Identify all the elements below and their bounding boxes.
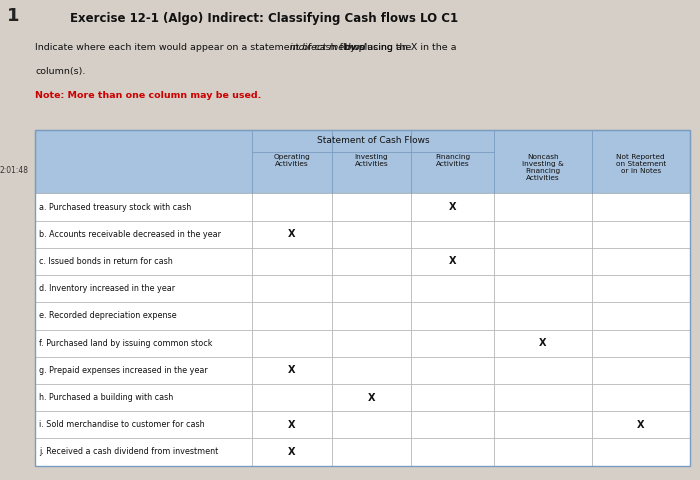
Bar bbox=[252, 275, 332, 302]
Bar bbox=[332, 221, 411, 248]
Bar bbox=[35, 221, 252, 248]
Text: column(s).: column(s). bbox=[35, 67, 85, 76]
Text: c. Issued bonds in return for cash: c. Issued bonds in return for cash bbox=[39, 257, 173, 266]
Bar bbox=[592, 275, 690, 302]
Bar bbox=[252, 411, 332, 438]
Bar bbox=[494, 248, 592, 275]
Bar bbox=[494, 302, 592, 329]
Bar bbox=[35, 248, 252, 275]
Bar bbox=[332, 302, 411, 329]
Bar bbox=[494, 221, 592, 248]
Text: Operating
Activities: Operating Activities bbox=[274, 154, 310, 167]
Text: indirect method: indirect method bbox=[290, 43, 366, 52]
Bar bbox=[494, 411, 592, 438]
Bar bbox=[252, 302, 332, 329]
Bar bbox=[411, 384, 494, 411]
Text: 1: 1 bbox=[7, 7, 20, 25]
Text: Financing
Activities: Financing Activities bbox=[435, 154, 470, 167]
Bar bbox=[35, 411, 252, 438]
Text: by placing an X in the a: by placing an X in the a bbox=[341, 43, 456, 52]
Bar bbox=[252, 248, 332, 275]
Bar bbox=[252, 357, 332, 384]
Bar bbox=[332, 248, 411, 275]
Bar bbox=[332, 384, 411, 411]
Bar bbox=[411, 357, 494, 384]
Bar bbox=[592, 357, 690, 384]
Text: X: X bbox=[288, 447, 295, 457]
Text: X: X bbox=[288, 365, 295, 375]
Bar bbox=[411, 193, 494, 221]
Text: b. Accounts receivable decreased in the year: b. Accounts receivable decreased in the … bbox=[39, 230, 221, 239]
Bar bbox=[35, 275, 252, 302]
Text: X: X bbox=[637, 420, 645, 430]
Text: Indicate where each item would appear on a statement of cash flows using the: Indicate where each item would appear on… bbox=[35, 43, 414, 52]
Text: Investing
Activities: Investing Activities bbox=[354, 154, 388, 167]
Bar bbox=[252, 438, 332, 466]
Bar bbox=[332, 411, 411, 438]
Bar bbox=[494, 193, 592, 221]
Bar bbox=[494, 357, 592, 384]
Bar bbox=[332, 275, 411, 302]
Text: X: X bbox=[368, 393, 375, 403]
Text: g. Prepaid expenses increased in the year: g. Prepaid expenses increased in the yea… bbox=[39, 366, 208, 375]
Bar bbox=[35, 193, 252, 221]
Bar bbox=[411, 248, 494, 275]
Bar bbox=[494, 438, 592, 466]
Bar bbox=[332, 193, 411, 221]
Bar bbox=[494, 329, 592, 357]
Bar bbox=[592, 221, 690, 248]
Text: X: X bbox=[449, 256, 456, 266]
Bar bbox=[592, 411, 690, 438]
Bar bbox=[411, 329, 494, 357]
Bar bbox=[35, 357, 252, 384]
Bar bbox=[252, 221, 332, 248]
Bar bbox=[252, 329, 332, 357]
Bar bbox=[411, 438, 494, 466]
Text: i. Sold merchandise to customer for cash: i. Sold merchandise to customer for cash bbox=[39, 420, 205, 429]
Bar bbox=[592, 248, 690, 275]
Text: j. Received a cash dividend from investment: j. Received a cash dividend from investm… bbox=[39, 447, 218, 456]
Bar bbox=[252, 193, 332, 221]
Text: Exercise 12-1 (Algo) Indirect: Classifying Cash flows LO C1: Exercise 12-1 (Algo) Indirect: Classifyi… bbox=[70, 12, 458, 25]
Bar bbox=[35, 329, 252, 357]
Bar bbox=[252, 384, 332, 411]
Text: Noncash
Investing &
Financing
Activities: Noncash Investing & Financing Activities bbox=[522, 154, 564, 181]
Bar bbox=[494, 384, 592, 411]
Bar bbox=[332, 357, 411, 384]
Text: a. Purchased treasury stock with cash: a. Purchased treasury stock with cash bbox=[39, 203, 191, 212]
Bar bbox=[592, 193, 690, 221]
Text: e. Recorded depreciation expense: e. Recorded depreciation expense bbox=[39, 312, 177, 321]
Bar bbox=[35, 438, 252, 466]
Bar bbox=[411, 302, 494, 329]
Text: Not Reported
on Statement
or in Notes: Not Reported on Statement or in Notes bbox=[615, 154, 666, 174]
Text: X: X bbox=[449, 202, 456, 212]
Text: f. Purchased land by issuing common stock: f. Purchased land by issuing common stoc… bbox=[39, 338, 213, 348]
Bar bbox=[411, 275, 494, 302]
Text: X: X bbox=[288, 420, 295, 430]
Text: h. Purchased a building with cash: h. Purchased a building with cash bbox=[39, 393, 174, 402]
Bar bbox=[35, 130, 690, 466]
Bar bbox=[411, 221, 494, 248]
Bar bbox=[35, 130, 690, 193]
Bar bbox=[592, 302, 690, 329]
Bar bbox=[35, 384, 252, 411]
Bar bbox=[592, 384, 690, 411]
Text: 2:01:48: 2:01:48 bbox=[0, 166, 29, 175]
Bar bbox=[592, 329, 690, 357]
Bar bbox=[332, 438, 411, 466]
Text: X: X bbox=[539, 338, 547, 348]
Bar bbox=[35, 302, 252, 329]
Text: X: X bbox=[288, 229, 295, 239]
Bar bbox=[592, 438, 690, 466]
Text: Statement of Cash Flows: Statement of Cash Flows bbox=[317, 136, 429, 145]
Bar bbox=[332, 329, 411, 357]
Text: Note: More than one column may be used.: Note: More than one column may be used. bbox=[35, 91, 261, 100]
Bar bbox=[494, 275, 592, 302]
Text: d. Inventory increased in the year: d. Inventory increased in the year bbox=[39, 284, 175, 293]
Bar bbox=[411, 411, 494, 438]
